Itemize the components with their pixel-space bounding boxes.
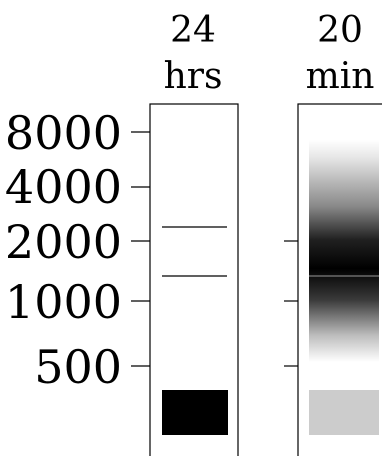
lane-20min-smear — [309, 140, 379, 362]
lane-24hrs-label-top: 24 — [170, 10, 216, 51]
lane-24hrs-band-dense — [162, 390, 228, 435]
lane-24hrs-label-bottom: hrs — [164, 56, 223, 97]
size-label-500: 500 — [34, 340, 122, 394]
right-ladder-ticks — [284, 240, 298, 367]
left-ladder-ticks — [131, 131, 150, 367]
lane-20min-label-top: 20 — [317, 10, 363, 51]
size-label-2000: 2000 — [5, 215, 122, 269]
size-label-8000: 8000 — [5, 106, 122, 160]
lane-20min-band-faint — [309, 390, 379, 435]
size-label-1000: 1000 — [5, 275, 122, 329]
size-label-4000: 4000 — [5, 160, 122, 214]
lane-20min-label-bottom: min — [306, 56, 375, 97]
